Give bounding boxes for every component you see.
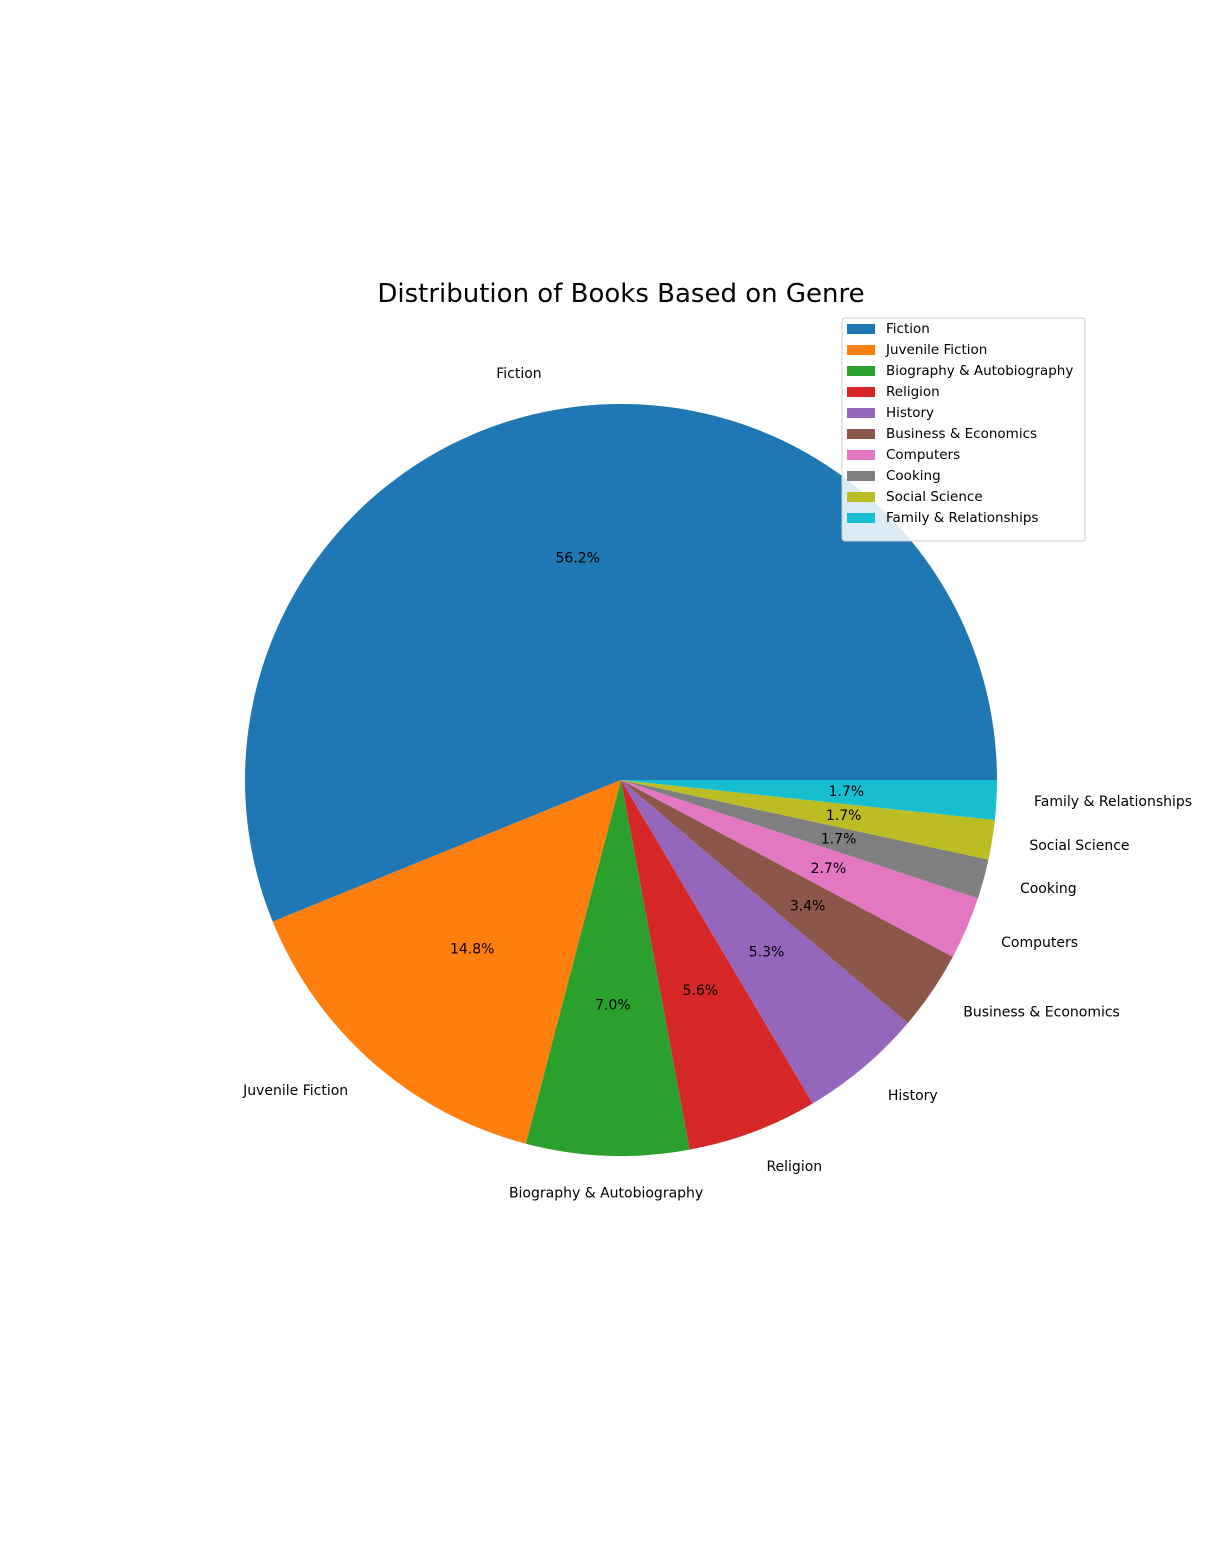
pie-slice-biography-and-autobiography [525,780,690,1156]
legend-label-fiction: Fiction [886,321,930,337]
category-label-cooking: Cooking [1020,881,1077,897]
pie-slice-social-science [621,780,995,860]
legend-label-history: History [886,405,934,421]
legend-box [841,317,1086,542]
category-label-family-and-relationships: Family & Relationships [1034,794,1192,810]
legend-swatch-religion [847,387,875,397]
pie-slice-business-and-economics [621,780,953,1024]
legend: Fiction Juvenile Fiction Biography & Autob… [841,317,1086,542]
percentage-label-cooking: 1.7% [821,831,857,847]
legend-swatch-family-and-relationships [847,513,875,523]
category-label-business-and-economics: Business & Economics [963,1004,1120,1020]
legend-label-family-and-relationships: Family & Relationships [886,510,1038,526]
category-label-history: History [888,1088,938,1104]
percentage-label-juvenile-fiction: 14.8% [450,942,494,958]
legend-label-social-science: Social Science [886,489,983,505]
pie-slice-family-and-relationships [621,780,997,821]
chart-title: Distribution of Books Based on Genre [377,279,864,309]
legend-label-computers: Computers [886,447,960,463]
category-label-religion: Religion [766,1159,822,1175]
pie-slice-fiction [244,403,997,922]
category-label-computers: Computers [1001,935,1078,951]
legend-swatch-social-science [847,492,875,502]
legend-label-religion: Religion [886,384,940,400]
percentage-label-social-science: 1.7% [826,808,862,824]
pie-slice-religion [621,780,813,1150]
category-label-social-science: Social Science [1029,838,1129,854]
pie-slice-history [621,780,908,1104]
percentage-label-family-and-relationships: 1.7% [828,784,864,800]
legend-swatch-cooking [847,471,875,481]
legend-swatch-business-and-economics [847,429,875,439]
legend-label-cooking: Cooking [886,468,941,484]
pie-slices [244,403,997,1156]
legend-swatch-juvenile-fiction [847,345,875,355]
percentage-label-business-and-economics: 3.4% [790,899,826,915]
percentage-labels: 56.2% 14.8% 7.0% 5.6% 5.3% 3.4% 2.7% 1.7% 1.7% 1.… [450,551,864,1014]
category-label-juvenile-fiction: Juvenile Fiction [242,1083,348,1099]
percentage-label-religion: 5.6% [683,983,719,999]
legend-swatch-fiction [847,324,875,334]
legend-label-juvenile-fiction: Juvenile Fiction [885,342,987,358]
category-labels: Fiction Juvenile Fiction Biography & Autob… [242,366,1192,1201]
percentage-label-history: 5.3% [749,944,785,960]
percentage-label-computers: 2.7% [811,861,847,877]
legend-label-biography-and-autobiography: Biography & Autobiography [886,363,1073,379]
category-label-fiction: Fiction [496,366,541,382]
legend-swatch-biography-and-autobiography [847,366,875,376]
legend-swatch-history [847,408,875,418]
pie-slice-computers [621,780,978,957]
category-label-biography-and-autobiography: Biography & Autobiography [509,1185,703,1201]
percentage-label-biography-and-autobiography: 7.0% [595,997,631,1013]
legend-swatch-computers [847,450,875,460]
pie-slice-juvenile-fiction [272,780,621,1144]
legend-label-business-and-economics: Business & Economics [886,426,1037,442]
pie-slice-cooking [621,780,989,899]
percentage-label-fiction: 56.2% [555,551,599,567]
